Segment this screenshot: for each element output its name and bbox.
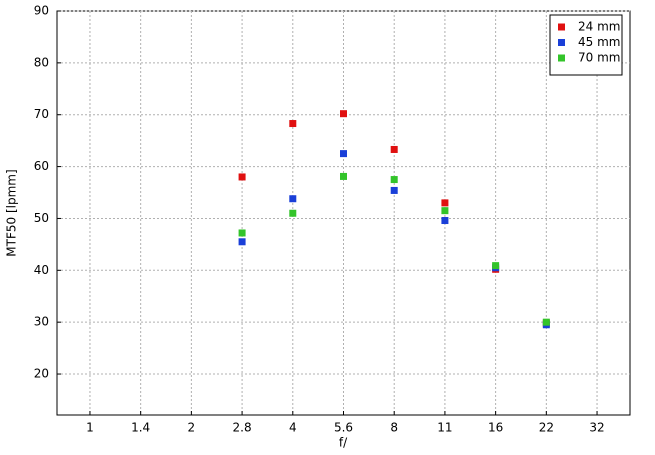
point: [441, 199, 449, 207]
x-tick-label: 2: [188, 421, 196, 435]
x-tick-label: 16: [488, 421, 503, 435]
point: [238, 173, 246, 181]
point: [289, 209, 297, 217]
grid: [57, 10, 630, 415]
point: [390, 186, 398, 194]
y-tick-label: 20: [34, 367, 49, 381]
marks: [238, 110, 550, 329]
x-tick-label: 32: [589, 421, 604, 435]
point: [340, 150, 347, 158]
point: [542, 318, 550, 326]
x-tick-label: 2.8: [233, 421, 252, 435]
y-tick-label: 90: [34, 4, 49, 18]
point: [289, 195, 297, 203]
x-tick-label: 1: [86, 421, 94, 435]
point: [238, 238, 246, 246]
legend-swatch: [558, 39, 565, 46]
x-axis-label: f/: [339, 436, 348, 450]
legend-label: 24 mm: [578, 20, 620, 34]
legend-swatch: [558, 23, 565, 31]
point: [340, 172, 347, 180]
point: [238, 229, 246, 237]
x-tick-label: 8: [390, 421, 398, 435]
y-tick-label: 50: [34, 211, 49, 225]
y-tick-label: 60: [34, 159, 49, 173]
y-tick-label: 30: [34, 315, 49, 329]
legend-swatch: [558, 54, 565, 62]
point: [390, 145, 398, 153]
point: [390, 176, 398, 184]
y-axis-label: MTF50 [lpmm]: [5, 169, 19, 256]
x-tick-label: 11: [437, 421, 452, 435]
legend-label: 45 mm: [578, 35, 620, 49]
y-tick-label: 80: [34, 55, 49, 69]
y-tick-label: 70: [34, 107, 49, 121]
point: [340, 110, 347, 118]
x-tick-label: 22: [539, 421, 554, 435]
point: [441, 217, 449, 225]
y-tick-label: 40: [34, 263, 49, 277]
x-tick-label: 1.4: [131, 421, 150, 435]
point: [289, 120, 297, 128]
x-tick-label: 5.6: [334, 421, 353, 435]
legend-label: 70 mm: [578, 51, 620, 65]
x-tick-label: 4: [289, 421, 297, 435]
point: [492, 262, 500, 270]
point: [441, 207, 449, 215]
